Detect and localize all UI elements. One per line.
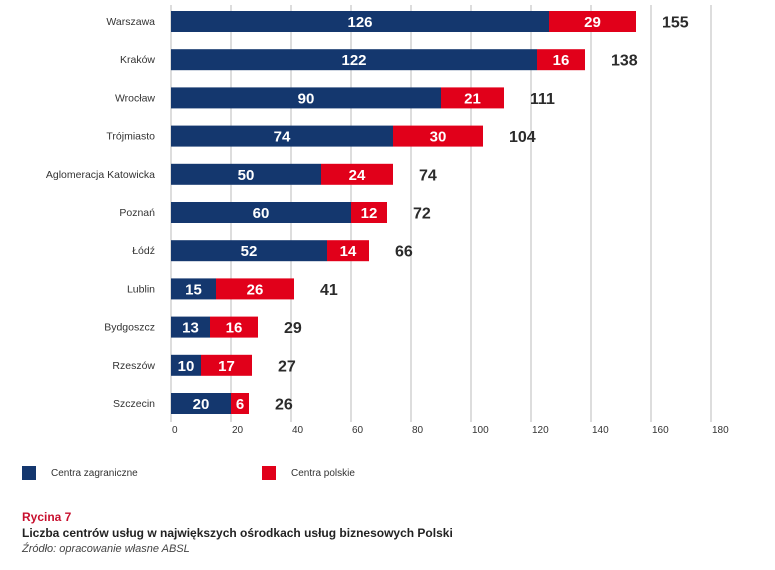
category-label: Trójmiasto — [106, 131, 155, 143]
total-label: 104 — [509, 129, 536, 146]
legend-item-polish: Centra polskie — [262, 466, 355, 480]
data-label: 12 — [361, 205, 378, 222]
data-label: 21 — [464, 90, 481, 107]
total-label: 111 — [530, 91, 555, 108]
figure-source: Źródło: opracowanie własne ABSL — [22, 543, 190, 555]
x-tick-label: 20 — [232, 425, 244, 436]
category-label: Rzeszów — [112, 360, 155, 372]
x-tick-label: 160 — [652, 425, 669, 436]
total-label: 155 — [662, 15, 689, 32]
bar-foreign — [171, 11, 549, 32]
data-label: 13 — [182, 320, 199, 337]
x-tick-label: 140 — [592, 425, 609, 436]
data-label: 60 — [253, 205, 270, 222]
category-label: Wrocław — [115, 92, 155, 104]
data-label: 6 — [236, 396, 244, 413]
total-label: 41 — [320, 282, 338, 299]
data-label: 14 — [340, 243, 357, 260]
bar-foreign — [171, 87, 441, 109]
x-axis-ticks: 0 20 40 60 80 100 120 140 160 180 — [172, 425, 729, 436]
figure-number: Rycina 7 — [22, 510, 72, 524]
legend-swatch-foreign — [22, 466, 36, 480]
bar-polish — [231, 393, 249, 414]
data-label: 16 — [553, 52, 570, 69]
category-label: Warszawa — [106, 16, 155, 28]
bar-foreign — [171, 163, 321, 185]
data-label: 29 — [584, 14, 601, 31]
bar-polish — [393, 125, 483, 147]
bar-polish — [441, 87, 504, 109]
bar-foreign — [171, 125, 393, 147]
total-label: 26 — [275, 397, 293, 414]
total-label: 27 — [278, 358, 296, 375]
x-tick-label: 80 — [412, 425, 424, 436]
category-label: Lublin — [127, 283, 155, 295]
data-label: 15 — [185, 281, 202, 298]
bar-polish — [327, 240, 369, 262]
bar-polish — [216, 278, 294, 300]
total-label: 66 — [395, 244, 413, 261]
data-label: 126 — [347, 14, 372, 31]
data-label: 10 — [178, 358, 195, 375]
bar-polish — [351, 202, 387, 223]
legend-item-foreign: Centra zagraniczne — [22, 466, 138, 480]
data-label: 30 — [430, 129, 447, 146]
legend-label-foreign: Centra zagraniczne — [51, 467, 138, 479]
category-label: Szczecin — [113, 398, 155, 410]
total-label: 138 — [611, 53, 638, 70]
grid-lines — [170, 5, 712, 422]
bar-foreign — [171, 202, 351, 223]
data-label: 122 — [341, 52, 366, 69]
x-tick-label: 60 — [352, 425, 364, 436]
figure-title: Liczba centrów usług w największych ośro… — [22, 526, 453, 540]
category-label: Bydgoszcz — [104, 322, 155, 334]
total-label: 29 — [284, 320, 302, 337]
data-label: 90 — [298, 90, 315, 107]
category-label: Łódź — [132, 245, 155, 257]
category-label: Kraków — [120, 54, 155, 66]
data-label: 20 — [193, 396, 210, 413]
x-tick-label: 40 — [292, 425, 304, 436]
bar-foreign — [171, 354, 201, 376]
x-tick-label: 100 — [472, 425, 489, 436]
bar-foreign — [171, 278, 216, 300]
category-labels: Warszawa Kraków Wrocław Trójmiasto Aglomerac… — [46, 16, 156, 410]
bar-foreign — [171, 49, 537, 71]
category-label: Aglomeracja Katowicka — [46, 169, 155, 181]
figure-caption: Rycina 7 Liczba centrów usług w najwięks… — [22, 510, 453, 557]
x-tick-label: 120 — [532, 425, 549, 436]
data-label: 50 — [238, 167, 255, 184]
bar-polish — [210, 316, 258, 338]
bar-foreign — [171, 393, 231, 414]
legend-label-polish: Centra polskie — [291, 467, 355, 479]
x-tick-label: 180 — [712, 425, 729, 436]
data-label: 52 — [241, 243, 258, 260]
bar-polish — [201, 354, 252, 376]
bar-foreign — [171, 240, 327, 262]
bar-polish — [321, 163, 393, 185]
data-label: 16 — [226, 320, 243, 337]
data-label: 24 — [349, 167, 366, 184]
data-label: 74 — [274, 129, 291, 146]
total-label: 74 — [419, 167, 437, 184]
bar-polish — [537, 49, 585, 71]
legend-swatch-polish — [262, 466, 276, 480]
bar-polish — [549, 11, 636, 32]
total-label: 72 — [413, 206, 431, 223]
category-label: Poznań — [119, 207, 155, 219]
bar-foreign — [171, 316, 210, 338]
data-label: 17 — [218, 358, 235, 375]
data-label: 26 — [247, 281, 264, 298]
x-tick-label: 0 — [172, 425, 178, 436]
